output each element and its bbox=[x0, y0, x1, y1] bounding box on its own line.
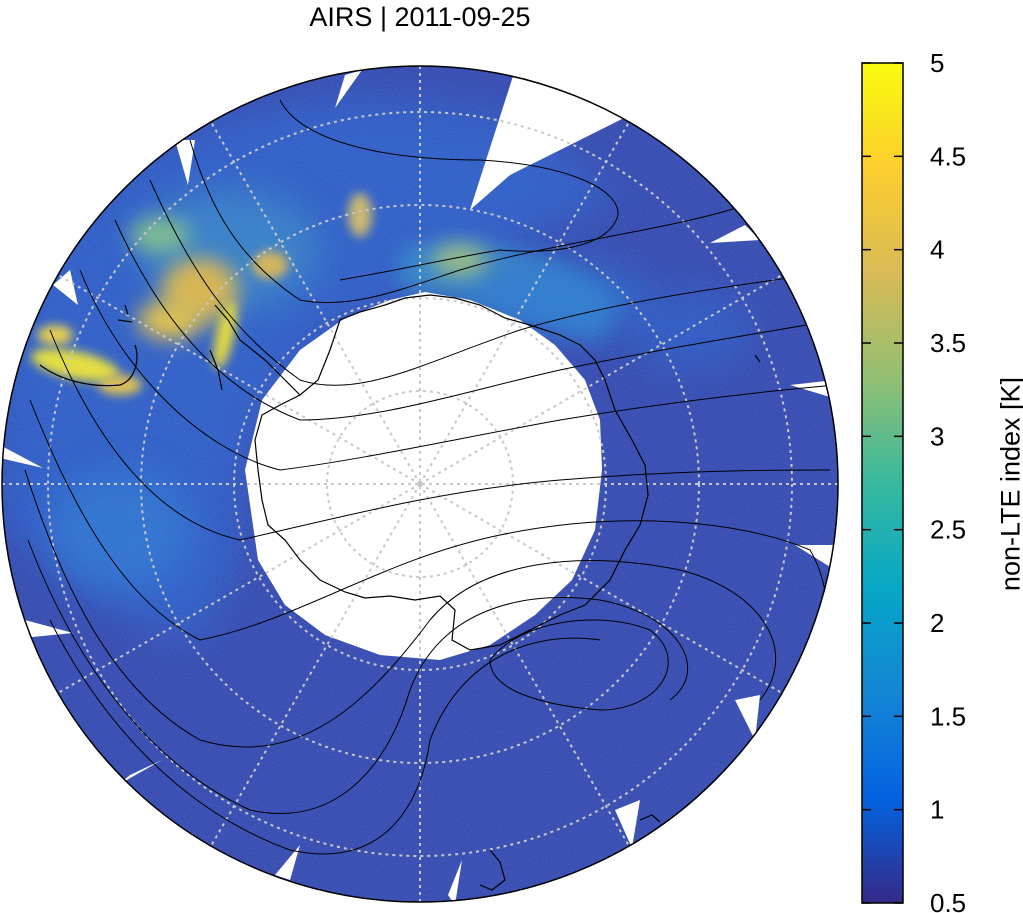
colorbar-tick-label: 0.5 bbox=[930, 888, 966, 913]
colorbar-tick-label: 3 bbox=[930, 421, 944, 451]
coastlines bbox=[39, 294, 761, 891]
colorbar-tick-label: 1 bbox=[930, 795, 944, 825]
colorbar-ticks: 5 4.5 4 3.5 3 2.5 2 1.5 1 0.5 bbox=[862, 48, 966, 913]
map-title: AIRS | 2011-09-25 bbox=[309, 2, 531, 32]
colorbar-tick-label: 2.5 bbox=[930, 515, 966, 545]
colorbar-tick-label: 4.5 bbox=[930, 141, 966, 171]
colorbar-gradient bbox=[861, 62, 904, 904]
colorbar-tick-label: 5 bbox=[930, 48, 944, 78]
colorbar: 5 4.5 4 3.5 3 2.5 2 1.5 1 0.5 bbox=[861, 48, 966, 913]
colorbar-tick-label: 4 bbox=[930, 235, 944, 265]
colorbar-tick-label: 2 bbox=[930, 608, 944, 638]
colorbar-tick-label: 3.5 bbox=[930, 328, 966, 358]
colorbar-label: non-LTE index [K] bbox=[995, 376, 1023, 592]
map-border bbox=[1, 65, 839, 903]
data-field bbox=[2, 66, 838, 902]
graticule bbox=[2, 66, 838, 902]
contour-lines bbox=[24, 99, 836, 855]
colorbar-tick-label: 1.5 bbox=[930, 701, 966, 731]
